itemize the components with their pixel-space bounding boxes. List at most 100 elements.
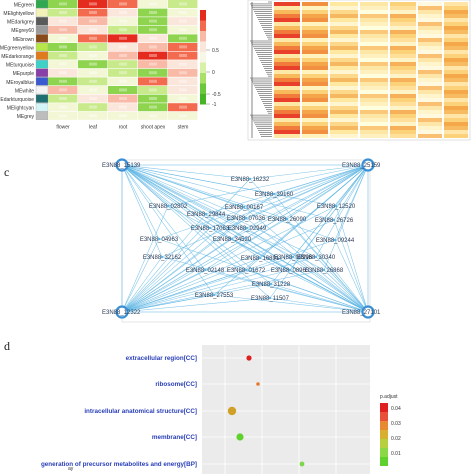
heatmap-cell bbox=[168, 34, 198, 43]
heatmap-cell bbox=[390, 26, 416, 30]
expression-heatmap bbox=[247, 0, 471, 141]
go-term-label: generation of precursor metabolites and … bbox=[41, 461, 197, 468]
network-node-label: E3N88_02148 bbox=[186, 268, 225, 274]
heatmap-cell bbox=[418, 46, 442, 50]
cell-value-mark bbox=[149, 105, 157, 109]
module-label: MEroyalblue bbox=[6, 80, 34, 86]
heatmap-cell bbox=[78, 34, 108, 43]
heatmap-cell bbox=[330, 26, 358, 30]
network-node bbox=[291, 255, 295, 259]
cell-value-mark bbox=[119, 45, 127, 49]
cell-value-mark bbox=[89, 62, 97, 66]
heatmap-cell bbox=[418, 6, 442, 10]
cell-value-mark bbox=[119, 114, 127, 118]
cell-value-mark bbox=[179, 62, 187, 66]
heatmap-cell bbox=[330, 110, 358, 114]
heatmap-cell bbox=[444, 70, 468, 74]
enrichment-dot bbox=[246, 355, 252, 361]
legend-gradient-segment bbox=[380, 448, 388, 457]
heatmap-cell bbox=[418, 86, 442, 90]
network-edge bbox=[292, 256, 369, 313]
y-axis-label-partial: ay bbox=[68, 466, 74, 472]
heatmap-cell bbox=[360, 134, 388, 138]
cell-value-mark bbox=[179, 79, 187, 83]
cell-value-mark bbox=[179, 54, 187, 57]
heatmap-cell bbox=[390, 130, 416, 134]
network-edge bbox=[213, 164, 369, 296]
heatmap-cell bbox=[330, 6, 358, 10]
heatmap-cell bbox=[302, 38, 328, 42]
heatmap-cell bbox=[444, 118, 468, 122]
network-edge bbox=[121, 294, 215, 313]
heatmap-cell bbox=[360, 50, 388, 54]
module-color-swatch bbox=[35, 42, 49, 52]
heatmap-cell bbox=[302, 114, 328, 118]
heatmap-cell bbox=[360, 42, 388, 46]
heatmap-cell bbox=[360, 34, 388, 38]
network-node-label: E3N88_26868 bbox=[305, 268, 344, 274]
heatmap-cell bbox=[48, 8, 78, 17]
heatmap-cell bbox=[138, 17, 168, 26]
network-node bbox=[288, 268, 292, 272]
heatmap-cell bbox=[444, 78, 468, 82]
heatmap-cell bbox=[274, 46, 300, 50]
legend-gradient-segment bbox=[380, 412, 388, 421]
heatmap-cell bbox=[274, 22, 300, 26]
tissue-label: flower bbox=[56, 124, 70, 130]
heatmap-cell bbox=[274, 54, 300, 58]
network-node-label: E3N88_29844 bbox=[187, 212, 226, 218]
cell-value-mark bbox=[179, 19, 187, 23]
heatmap-cell bbox=[360, 22, 388, 26]
heatmap-cell bbox=[330, 134, 358, 138]
legend-gradient-segment bbox=[380, 430, 388, 439]
tissue-label: shoot apex bbox=[141, 124, 166, 130]
colorbar-segment bbox=[200, 83, 206, 94]
heatmap-cell bbox=[360, 90, 388, 94]
heatmap-cell bbox=[390, 18, 416, 22]
legend-tick-label: 0.01 bbox=[391, 451, 401, 457]
network-edge bbox=[323, 164, 369, 271]
network-edge bbox=[167, 164, 369, 207]
colorbar-segment bbox=[200, 62, 206, 73]
legend-tick-label: 0.04 bbox=[391, 406, 401, 412]
heatmap-cell bbox=[274, 70, 300, 74]
heatmap-cell bbox=[418, 106, 442, 110]
network-edge bbox=[121, 164, 288, 220]
heatmap-cell bbox=[108, 103, 138, 112]
network-node-label: E3N88_31228 bbox=[252, 282, 291, 288]
module-label: MEdarkgrey bbox=[7, 20, 34, 26]
enrichment-dot bbox=[299, 461, 305, 467]
heatmap-cell bbox=[78, 111, 108, 120]
panel-letter-c: c bbox=[4, 165, 9, 179]
network-edge bbox=[121, 164, 337, 207]
heatmap-cell bbox=[48, 68, 78, 77]
network-edge bbox=[121, 193, 275, 313]
heatmap-cell bbox=[302, 22, 328, 26]
network-edge bbox=[204, 164, 369, 271]
heatmap-cell bbox=[138, 103, 168, 112]
network-node-label: E3N88_00167 bbox=[225, 205, 264, 211]
heatmap-cell bbox=[390, 46, 416, 50]
cell-value-mark bbox=[89, 36, 97, 40]
network-node bbox=[204, 212, 208, 216]
heatmap-cell bbox=[108, 0, 138, 8]
network-edge bbox=[121, 164, 291, 271]
network-node bbox=[230, 237, 234, 241]
heatmap-cell bbox=[418, 58, 442, 62]
heatmap-cell bbox=[302, 134, 328, 138]
network-node bbox=[160, 255, 164, 259]
heatmap-cell bbox=[168, 86, 198, 94]
module-label: MEdarkorange bbox=[1, 54, 34, 60]
cell-value-mark bbox=[149, 97, 157, 100]
heatmap-cell bbox=[418, 30, 442, 34]
heatmap-cell bbox=[302, 54, 328, 58]
heatmap-cell bbox=[444, 26, 468, 30]
heatmap-cell bbox=[360, 82, 388, 86]
heatmap-cell bbox=[390, 62, 416, 66]
heatmap-cell bbox=[418, 42, 442, 46]
network-edge bbox=[121, 164, 247, 219]
enrichment-dot bbox=[256, 382, 260, 386]
network-edge bbox=[286, 218, 369, 313]
heatmap-cell bbox=[330, 14, 358, 18]
